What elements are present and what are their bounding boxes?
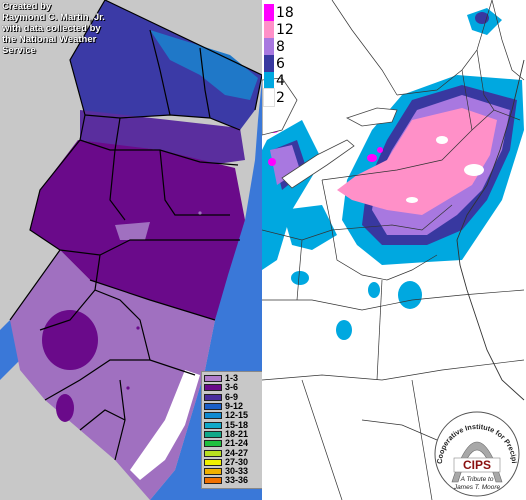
nj-legend-item: 3-6 xyxy=(204,383,261,392)
nj-legend-label: 3-6 xyxy=(225,382,239,393)
lake-erie xyxy=(281,139,355,189)
nj-legend-item: 12-15 xyxy=(204,411,261,420)
nj-cape-dark-patch xyxy=(56,394,74,422)
nj-legend-item: 6-9 xyxy=(204,391,261,402)
nj-snowfall-map: Created by Raymond C. Martin, Jr. with d… xyxy=(0,0,262,500)
us-legend-swatch xyxy=(264,38,274,55)
us-legend-label: 2 xyxy=(276,90,285,106)
us-legend-label: 8 xyxy=(276,39,285,55)
nj-legend-item: 33-36 xyxy=(204,476,261,485)
county-lines xyxy=(9,0,262,461)
nj-legend-item: 24-27 xyxy=(204,448,261,457)
us-legend-swatch xyxy=(263,88,275,107)
nj-map-svg xyxy=(0,0,262,500)
nj-legend-item: 27-30 xyxy=(204,456,261,467)
us-legend-item: 18 xyxy=(264,4,298,21)
nj-legend-swatch xyxy=(204,430,222,438)
us-legend-label: 6 xyxy=(276,56,285,72)
nj-legend-item: 1-3 xyxy=(204,374,261,383)
nj-legend-label: 30-33 xyxy=(225,466,249,477)
cips-tribute-line-2: James T. Moore xyxy=(453,484,501,491)
nj-legend-label: 1-3 xyxy=(225,373,239,384)
nj-legend-item: 30-33 xyxy=(204,467,261,476)
lake-ontario xyxy=(345,107,398,127)
credit-line-1: Created by xyxy=(2,1,52,12)
nj-legend-label: 27-30 xyxy=(225,456,249,467)
nj-northeast-bright xyxy=(150,30,258,100)
map-credit: Created by Raymond C. Martin, Jr. with d… xyxy=(2,1,105,56)
us-legend-item: 6 xyxy=(264,55,298,72)
us-legend-swatch xyxy=(264,55,274,72)
us-legend-label: 12 xyxy=(276,22,294,38)
credit-line-5: Service xyxy=(2,45,36,56)
gateway-arch-icon xyxy=(451,441,503,483)
nj-dot-central xyxy=(198,211,202,215)
nj-dot-cape xyxy=(126,386,130,390)
us-legend-item: 4 xyxy=(264,72,298,89)
nj-legend-label: 9-12 xyxy=(225,401,244,412)
snow-band-8-12 xyxy=(337,108,497,215)
credit-line-3: with data collected by xyxy=(2,23,101,34)
nj-legend-swatch xyxy=(204,375,222,383)
atlantic-coastline xyxy=(456,59,525,401)
us-legend-label: 18 xyxy=(276,5,294,21)
nj-legend-label: 21-24 xyxy=(225,438,249,449)
nj-legend-item: 9-12 xyxy=(204,402,261,411)
nj-south-dark-patch xyxy=(42,310,98,370)
us-legend-swatch xyxy=(264,72,274,89)
credit-line-2: Raymond C. Martin, Jr. xyxy=(2,12,105,23)
nj-legend-swatch xyxy=(204,449,222,457)
nj-legend-item: 21-24 xyxy=(204,439,261,448)
nj-legend-label: 6-9 xyxy=(225,391,239,402)
northeast-snowfall-map: Cooperative Institute for Precipitation … xyxy=(262,0,526,500)
nj-legend-item: 18-21 xyxy=(204,428,261,439)
cips-logo: Cooperative Institute for Precipitation … xyxy=(430,404,520,497)
snow-gaps xyxy=(406,136,484,203)
nj-legend-swatch xyxy=(204,440,222,448)
us-legend-item: 8 xyxy=(264,38,298,55)
nj-legend: 1-3 3-6 6-9 9-12 12-15 15-18 18-21 21-24 24-27 27… xyxy=(201,371,262,489)
nj-legend-swatch xyxy=(204,421,222,429)
nj-legend-label: 24-27 xyxy=(225,447,249,458)
state-boundaries xyxy=(262,0,525,500)
nj-legend-swatch xyxy=(204,477,222,485)
nj-dot-south xyxy=(136,326,140,330)
us-legend-swatch xyxy=(264,4,274,21)
nj-legend-swatch xyxy=(204,393,222,401)
nj-north-purple-band xyxy=(80,110,245,165)
nj-north-region xyxy=(70,0,262,130)
us-legend-item: 12 xyxy=(264,21,298,38)
nj-legend-label: 15-18 xyxy=(225,419,249,430)
us-legend-swatch xyxy=(264,21,274,38)
nj-legend-swatch xyxy=(204,403,222,411)
nj-legend-swatch xyxy=(204,412,222,420)
us-legend: 18 12 8 6 4 2 xyxy=(263,4,298,108)
cips-name: CIPS xyxy=(463,458,491,472)
us-legend-item: 2 xyxy=(263,88,298,107)
nj-legend-swatch xyxy=(204,458,222,466)
nj-legend-swatch xyxy=(204,384,222,392)
nj-legend-label: 33-36 xyxy=(225,475,249,486)
nj-legend-label: 12-15 xyxy=(225,410,249,421)
us-legend-label: 4 xyxy=(276,73,285,89)
nj-coastal-no-snow xyxy=(130,370,200,480)
nj-central-light-patch xyxy=(115,222,150,240)
cips-tribute-line-1: A Tribute to xyxy=(460,476,494,483)
credit-line-4: the National Weather xyxy=(2,34,97,45)
nj-legend-label: 18-21 xyxy=(225,428,249,439)
nj-legend-swatch xyxy=(204,468,222,476)
nj-legend-item: 15-18 xyxy=(204,420,261,429)
